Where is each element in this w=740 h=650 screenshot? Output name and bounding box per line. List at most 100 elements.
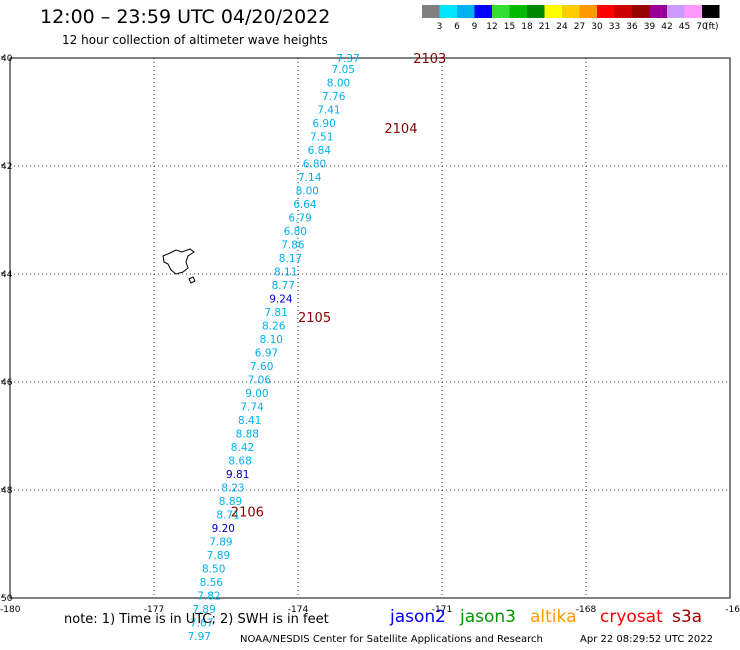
swh-value: 7.67 <box>190 617 213 629</box>
swh-value: 8.89 <box>219 496 242 508</box>
satellite-s3a: s3a <box>672 607 703 627</box>
swh-value: 8.50 <box>202 563 225 575</box>
swh-value: 8.00 <box>327 77 350 89</box>
legend-swatch <box>579 5 597 18</box>
swh-value: 7.97 <box>188 631 211 643</box>
swh-value: 7.81 <box>264 307 287 319</box>
swh-value: 8.00 <box>296 185 319 197</box>
track-label: 2105 <box>298 311 331 326</box>
legend-swatch <box>632 5 650 18</box>
satellite-altika: altika <box>530 607 577 627</box>
swh-value: 8.41 <box>238 415 261 427</box>
lat-label: 42 <box>1 162 12 172</box>
legend-label: 15 <box>504 22 515 32</box>
swh-value: 7.05 <box>332 64 355 76</box>
map-border <box>9 57 731 599</box>
legend-swatch <box>474 5 492 18</box>
lon-label: -174 <box>288 605 309 615</box>
swh-value: 8.68 <box>228 455 251 467</box>
swh-value: 6.80 <box>303 158 326 170</box>
legend-label: 6 <box>454 22 460 32</box>
lon-label: -180 <box>0 605 21 615</box>
legend-swatch <box>649 5 667 18</box>
map-subtitle: 12 hour collection of altimeter wave hei… <box>62 33 328 47</box>
legend-label: 21 <box>539 22 550 32</box>
satellite-jason2: jason2 <box>390 607 446 627</box>
legend-label: 45 <box>679 22 690 32</box>
swh-value: 8.23 <box>221 482 244 494</box>
track-label: 2106 <box>231 506 264 521</box>
swh-value: 9.20 <box>212 523 235 535</box>
legend-swatch <box>457 5 475 18</box>
swh-value: 7.89 <box>207 550 230 562</box>
legend-label: 12 <box>486 22 497 32</box>
legend-label: 70 <box>696 22 708 32</box>
swh-value: 9.81 <box>226 469 249 481</box>
legend-label: 42 <box>661 22 672 32</box>
color-legend: 3 6 9 12 15 18 21 24 27 30 33 36 39 42 45 70(ft) <box>422 5 720 32</box>
lon-label: -177 <box>144 605 164 615</box>
map-frame: 40 42 44 46 48 50-180 -177 -174 -171 -168 -16 <box>0 54 740 615</box>
swh-value: 7.76 <box>322 91 346 103</box>
track-label: 2103 <box>413 52 446 67</box>
footer-note: note: 1) Time is in UTC; 2) SWH is in fe… <box>64 612 329 627</box>
swh-value: 8.26 <box>262 320 286 332</box>
legend-label: 36 <box>626 22 638 32</box>
swh-value: 9.00 <box>245 388 268 400</box>
footer-credit: NOAA/NESDIS Center for Satellite Applica… <box>240 634 543 645</box>
swh-value: 8.77 <box>272 280 295 292</box>
swh-value: 7.37 <box>336 53 359 65</box>
swh-points: 7.377.058.007.767.416.907.516.846.807.14… <box>188 53 360 643</box>
swh-value: 8.11 <box>274 266 297 278</box>
lat-label: 50 <box>1 594 13 604</box>
swh-value: 8.10 <box>260 334 283 346</box>
legend-label: 18 <box>521 22 533 32</box>
chatham-island-shape <box>162 248 195 275</box>
swh-value: 7.14 <box>298 172 322 184</box>
legend-swatch <box>509 5 527 18</box>
map-grid <box>10 58 730 598</box>
swh-value: 8.17 <box>279 253 302 265</box>
swh-value: 8.71 <box>216 509 239 521</box>
swh-value: 8.42 <box>231 442 254 454</box>
swh-value: 8.56 <box>200 577 224 589</box>
swh-value: 7.06 <box>248 374 272 386</box>
legend-label: 39 <box>644 22 656 32</box>
legend-unit: (ft) <box>705 22 719 32</box>
swh-value: 6.80 <box>284 226 307 238</box>
lat-label: 46 <box>1 378 13 388</box>
legend-label: 30 <box>591 22 603 32</box>
legend-swatch <box>422 5 440 18</box>
swh-value: 7.89 <box>192 604 215 616</box>
swh-value: 7.60 <box>250 361 273 373</box>
swh-value: 7.41 <box>317 104 340 116</box>
legend-swatch <box>527 5 545 18</box>
legend-label: 27 <box>574 22 585 32</box>
track-label: 2104 <box>384 122 417 137</box>
footer-timestamp: Apr 22 08:29:52 UTC 2022 <box>580 634 713 645</box>
swh-value: 6.97 <box>255 347 278 359</box>
legend-swatch <box>614 5 632 18</box>
legend-swatch <box>544 5 562 18</box>
swh-value: 7.74 <box>240 401 264 413</box>
legend-swatch <box>439 5 457 18</box>
swh-value: 6.84 <box>308 145 332 157</box>
satellite-cryosat: cryosat <box>600 607 663 627</box>
lat-label: 40 <box>1 54 13 64</box>
swh-value: 7.82 <box>197 590 220 602</box>
legend-label: 24 <box>556 22 568 32</box>
map-title: 12:00 – 23:59 UTC 04/20/2022 <box>40 6 331 28</box>
lon-label: -16 <box>725 605 740 615</box>
satellite-jason3: jason3 <box>460 607 516 627</box>
legend-swatch <box>702 5 720 18</box>
swh-value: 6.64 <box>293 199 317 211</box>
swh-value: 8.88 <box>236 428 259 440</box>
swh-value: 9.24 <box>269 293 293 305</box>
swh-value: 7.51 <box>310 131 333 143</box>
lat-label: 44 <box>1 270 13 280</box>
lon-label: -168 <box>576 605 597 615</box>
legend-label: 9 <box>472 22 478 32</box>
legend-swatch <box>597 5 615 18</box>
chatham-islands <box>162 248 196 284</box>
